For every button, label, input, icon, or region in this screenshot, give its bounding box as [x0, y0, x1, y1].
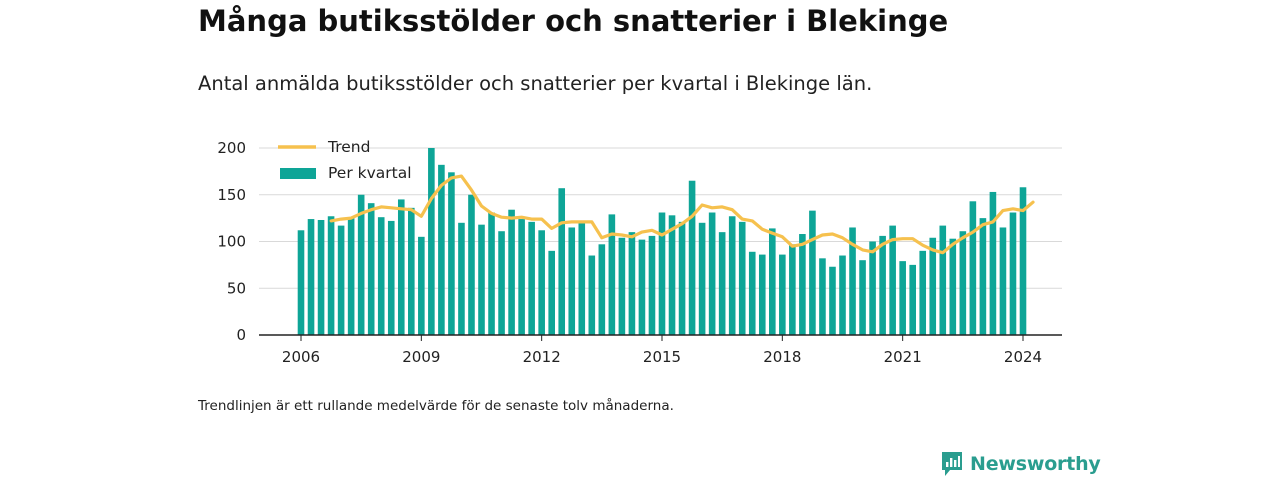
bar — [347, 218, 355, 335]
bar — [578, 222, 586, 335]
bar — [678, 221, 686, 335]
x-tick-label: 2021 — [884, 348, 922, 366]
trend-line — [329, 174, 1035, 255]
y-tick-label: 0 — [236, 326, 246, 344]
bar — [658, 212, 666, 335]
bar — [408, 207, 415, 335]
bar — [327, 216, 335, 335]
bar — [969, 201, 977, 335]
x-tick-label: 2006 — [282, 348, 320, 366]
y-tick-label: 150 — [217, 186, 246, 204]
bar — [588, 255, 596, 335]
bar — [748, 251, 756, 335]
y-tick-label: 200 — [217, 139, 246, 157]
bar — [618, 237, 626, 335]
chart-footnote: Trendlinjen är ett rullande medelvärde f… — [198, 398, 674, 414]
bar — [799, 234, 806, 335]
bar — [628, 232, 636, 335]
newsworthy-logo-icon — [942, 452, 962, 476]
bar — [538, 230, 545, 335]
chart-title: Många butiksstölder och snatterier i Ble… — [198, 4, 949, 38]
bar — [648, 235, 656, 335]
bar — [387, 220, 395, 335]
x-tick-label: 2012 — [523, 348, 561, 366]
bar — [909, 264, 916, 335]
bar — [769, 228, 776, 335]
bar — [357, 194, 365, 335]
bar — [738, 221, 746, 335]
bar — [959, 231, 967, 335]
bar — [728, 216, 736, 335]
bar — [508, 209, 515, 335]
y-tick-label: 50 — [227, 279, 246, 297]
bar — [668, 215, 676, 335]
brand-name: Newsworthy — [970, 453, 1101, 475]
bar — [377, 217, 385, 335]
bar — [789, 244, 796, 335]
bar — [528, 221, 535, 335]
bar — [448, 172, 455, 335]
bar — [478, 224, 485, 335]
bar — [558, 188, 566, 335]
x-tick-label: 2024 — [1004, 348, 1042, 366]
bar — [518, 219, 525, 335]
chart-subtitle: Antal anmälda butiksstölder och snatteri… — [198, 72, 873, 95]
bar — [779, 254, 786, 335]
legend-label-bar: Per kvartal — [328, 164, 412, 182]
bar — [879, 235, 886, 335]
bar — [979, 218, 987, 335]
bar — [758, 254, 766, 335]
y-tick-label: 100 — [217, 233, 246, 251]
bar — [819, 258, 826, 335]
bar — [1019, 187, 1027, 335]
bar — [317, 219, 325, 335]
bar — [337, 225, 345, 335]
bar — [999, 227, 1007, 335]
bar — [939, 225, 947, 335]
bar — [548, 250, 555, 335]
bar — [418, 236, 425, 335]
bar — [438, 164, 445, 335]
bar — [568, 227, 576, 335]
bar — [1009, 212, 1017, 335]
bar — [498, 231, 505, 335]
bar — [899, 261, 906, 335]
bar — [949, 238, 957, 335]
x-tick-label: 2018 — [763, 348, 801, 366]
bar — [919, 250, 927, 335]
bar — [307, 219, 315, 335]
bar — [428, 148, 435, 335]
bar — [929, 237, 937, 335]
bar — [859, 260, 866, 335]
bar — [297, 230, 305, 335]
bar — [638, 239, 646, 335]
bar — [598, 244, 606, 335]
bar — [488, 212, 495, 335]
bar — [698, 222, 706, 335]
bar — [468, 194, 475, 335]
x-tick-label: 2015 — [643, 348, 681, 366]
bar — [397, 199, 405, 335]
legend-label-trend: Trend — [327, 138, 370, 156]
bar — [849, 227, 856, 335]
bar — [608, 214, 616, 335]
bar — [718, 232, 726, 335]
bar — [869, 241, 876, 335]
bar — [367, 203, 375, 335]
bar — [688, 180, 696, 335]
bar — [458, 222, 465, 335]
bar — [889, 225, 896, 335]
bar — [708, 212, 716, 335]
x-tick-label: 2009 — [402, 348, 440, 366]
bar — [809, 210, 816, 335]
bar — [829, 266, 836, 335]
legend-swatch-bar — [280, 168, 316, 179]
bar — [989, 191, 997, 335]
brand-logo: Newsworthy — [940, 450, 1101, 478]
bar — [839, 255, 846, 335]
